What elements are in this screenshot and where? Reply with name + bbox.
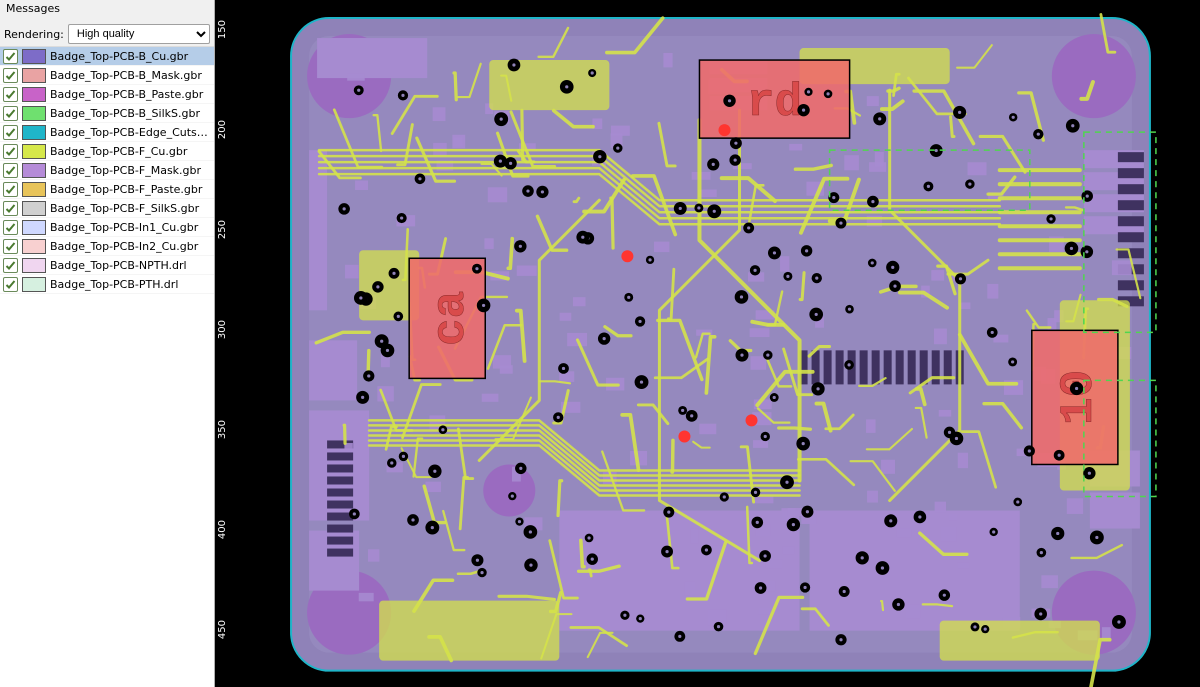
layer-name: Badge_Top-PCB-B_SilkS.gbr	[50, 107, 211, 120]
layer-row[interactable]: Badge_Top-PCB-In1_Cu.gbr	[0, 218, 214, 237]
rendering-row: Rendering: High quality	[0, 22, 214, 47]
layer-color-swatch[interactable]	[22, 258, 46, 273]
layer-visibility-checkbox[interactable]	[3, 201, 18, 216]
layer-visibility-checkbox[interactable]	[3, 220, 18, 235]
svg-text:ca: ca	[425, 291, 477, 346]
layer-name: Badge_Top-PCB-In2_Cu.gbr	[50, 240, 211, 253]
layer-row[interactable]: Badge_Top-PCB-B_Cu.gbr	[0, 47, 214, 66]
svg-text:10: 10	[1053, 370, 1105, 425]
layer-row[interactable]: Badge_Top-PCB-B_Paste.gbr	[0, 85, 214, 104]
layer-row[interactable]: Badge_Top-PCB-B_SilkS.gbr	[0, 104, 214, 123]
layer-color-swatch[interactable]	[22, 220, 46, 235]
rendering-label: Rendering:	[4, 28, 64, 41]
layer-color-swatch[interactable]	[22, 201, 46, 216]
layer-color-swatch[interactable]	[22, 239, 46, 254]
layer-name: Badge_Top-PCB-F_SilkS.gbr	[50, 202, 211, 215]
layer-color-swatch[interactable]	[22, 144, 46, 159]
svg-text:rd: rd	[747, 77, 802, 129]
layer-visibility-checkbox[interactable]	[3, 106, 18, 121]
layer-name: Badge_Top-PCB-In1_Cu.gbr	[50, 221, 211, 234]
layer-visibility-checkbox[interactable]	[3, 258, 18, 273]
layer-row[interactable]: Badge_Top-PCB-F_Paste.gbr	[0, 180, 214, 199]
layer-visibility-checkbox[interactable]	[3, 182, 18, 197]
layer-color-swatch[interactable]	[22, 106, 46, 121]
layer-row[interactable]: Badge_Top-PCB-F_SilkS.gbr	[0, 199, 214, 218]
layer-row[interactable]: Badge_Top-PCB-PTH.drl	[0, 275, 214, 294]
gerber-canvas[interactable]: 150200250300350400450 rd ca 10	[215, 0, 1200, 687]
layer-color-swatch[interactable]	[22, 182, 46, 197]
layer-name: Badge_Top-PCB-F_Cu.gbr	[50, 145, 211, 158]
layer-color-swatch[interactable]	[22, 49, 46, 64]
messages-tab[interactable]: Messages	[0, 0, 214, 22]
vertical-ruler: 150200250300350400450	[215, 0, 239, 687]
layer-name: Badge_Top-PCB-B_Paste.gbr	[50, 88, 211, 101]
layer-name: Badge_Top-PCB-NPTH.drl	[50, 259, 211, 272]
layer-name: Badge_Top-PCB-Edge_Cuts.gbr	[50, 126, 211, 139]
layer-visibility-checkbox[interactable]	[3, 277, 18, 292]
layer-visibility-checkbox[interactable]	[3, 68, 18, 83]
layer-visibility-checkbox[interactable]	[3, 239, 18, 254]
layer-visibility-checkbox[interactable]	[3, 144, 18, 159]
layer-row[interactable]: Badge_Top-PCB-F_Cu.gbr	[0, 142, 214, 161]
layer-visibility-checkbox[interactable]	[3, 87, 18, 102]
layer-row[interactable]: Badge_Top-PCB-In2_Cu.gbr	[0, 237, 214, 256]
rendering-select[interactable]: High quality	[68, 24, 210, 44]
pcb-view[interactable]: rd ca 10	[239, 0, 1200, 687]
layer-color-swatch[interactable]	[22, 277, 46, 292]
layer-visibility-checkbox[interactable]	[3, 49, 18, 64]
layer-name: Badge_Top-PCB-F_Mask.gbr	[50, 164, 211, 177]
layer-name: Badge_Top-PCB-B_Mask.gbr	[50, 69, 211, 82]
layers-panel: Messages Rendering: High quality Badge_T…	[0, 0, 215, 687]
layer-color-swatch[interactable]	[22, 125, 46, 140]
layer-color-swatch[interactable]	[22, 87, 46, 102]
layer-row[interactable]: Badge_Top-PCB-B_Mask.gbr	[0, 66, 214, 85]
layer-visibility-checkbox[interactable]	[3, 125, 18, 140]
layer-name: Badge_Top-PCB-B_Cu.gbr	[50, 50, 211, 63]
layer-name: Badge_Top-PCB-F_Paste.gbr	[50, 183, 211, 196]
layer-row[interactable]: Badge_Top-PCB-F_Mask.gbr	[0, 161, 214, 180]
layer-row[interactable]: Badge_Top-PCB-Edge_Cuts.gbr	[0, 123, 214, 142]
layer-color-swatch[interactable]	[22, 163, 46, 178]
layer-visibility-checkbox[interactable]	[3, 163, 18, 178]
layer-row[interactable]: Badge_Top-PCB-NPTH.drl	[0, 256, 214, 275]
layer-name: Badge_Top-PCB-PTH.drl	[50, 278, 211, 291]
layers-list[interactable]: Badge_Top-PCB-B_Cu.gbr Badge_Top-PCB-B_Ma…	[0, 47, 214, 687]
layer-color-swatch[interactable]	[22, 68, 46, 83]
